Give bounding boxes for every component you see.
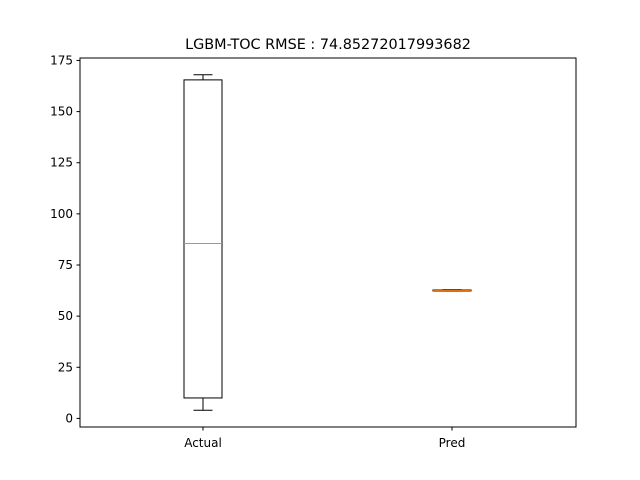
chart-title: LGBM-TOC RMSE : 74.85272017993682 (185, 37, 471, 53)
box-iqr (183, 79, 223, 399)
axes-frame (79, 57, 577, 428)
y-tick-label: 175 (50, 53, 73, 67)
y-tick-label: 100 (50, 207, 73, 221)
y-tick-label: 0 (65, 411, 73, 425)
plot-area (183, 74, 472, 411)
y-tick-label: 150 (50, 105, 73, 119)
box-pred (432, 289, 472, 292)
y-axis: 0 25 50 75 100 125 150 175 (50, 53, 80, 425)
y-tick-label: 25 (58, 360, 73, 374)
y-tick-label: 75 (58, 258, 73, 272)
x-tick-label: Pred (439, 436, 466, 450)
x-tick-label: Actual (184, 436, 222, 450)
y-tick-label: 50 (58, 309, 73, 323)
box-actual (183, 74, 223, 411)
y-tick-label: 125 (50, 156, 73, 170)
x-axis: Actual Pred (184, 427, 465, 450)
